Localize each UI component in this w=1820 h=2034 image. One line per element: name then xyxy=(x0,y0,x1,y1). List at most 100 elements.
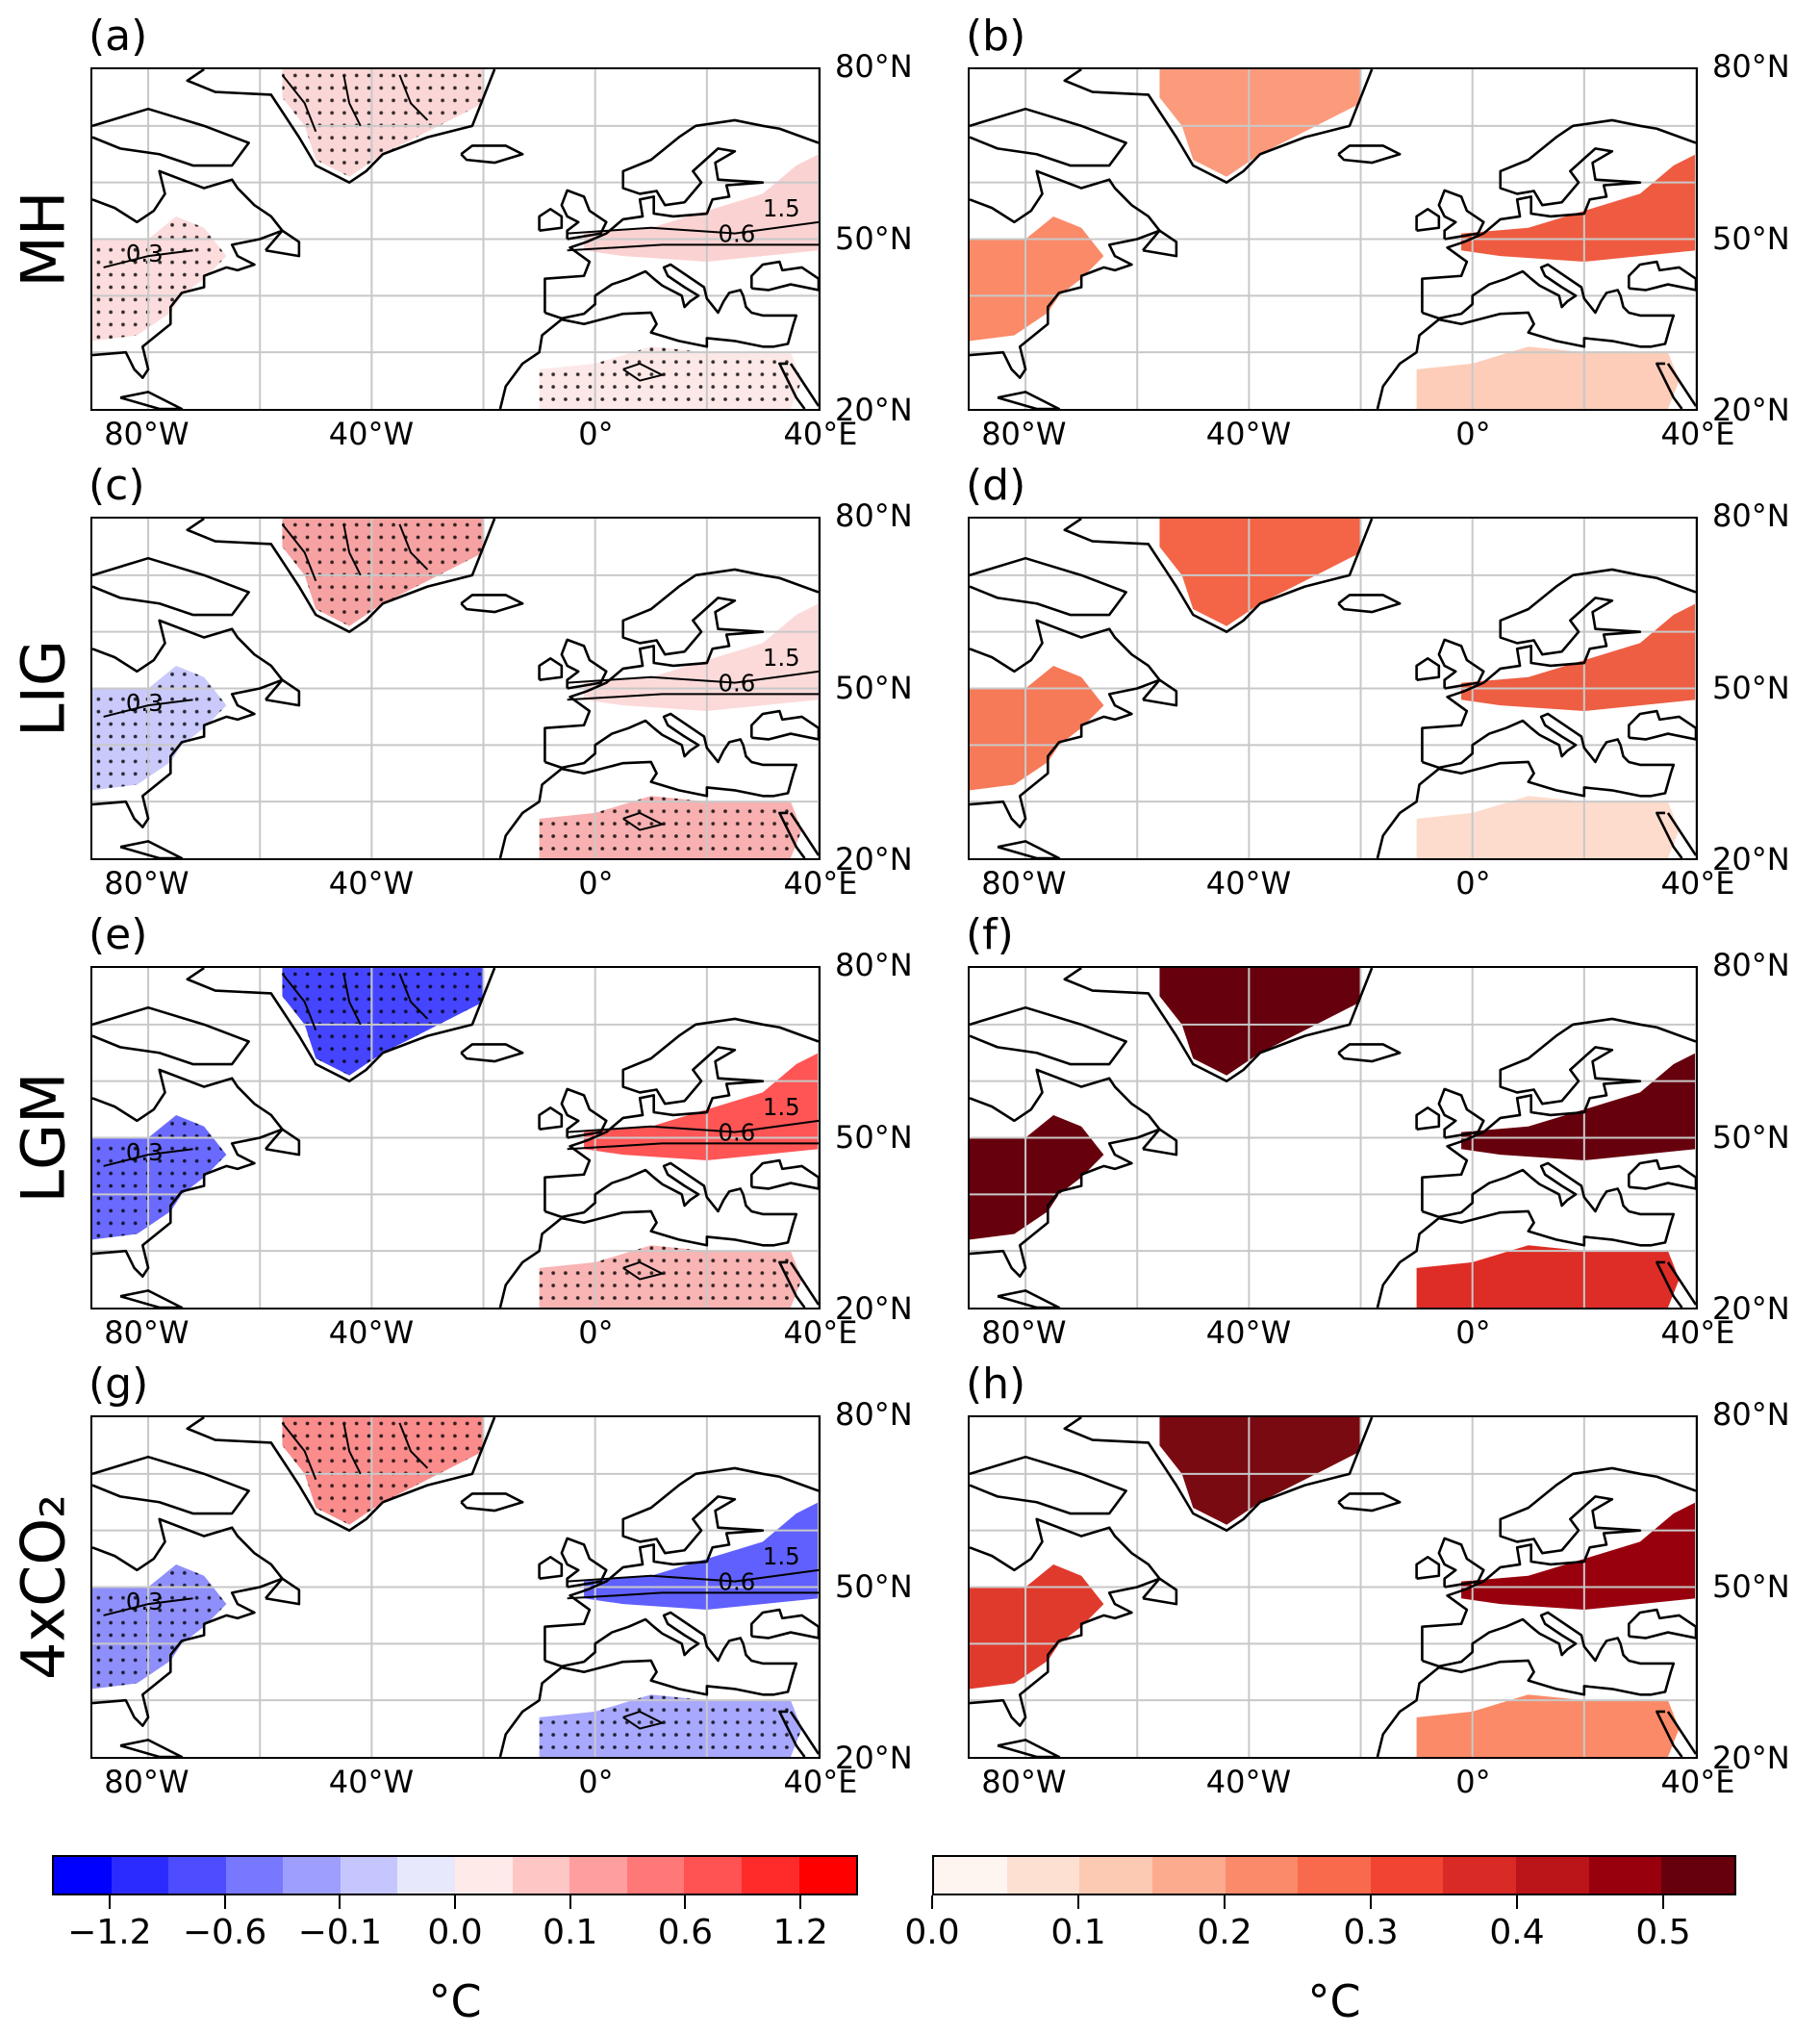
coastline xyxy=(1417,1557,1439,1578)
lon-tick-label: 40°W xyxy=(328,1314,415,1351)
coastline xyxy=(1656,1262,1681,1308)
coastline xyxy=(120,1740,182,1757)
colorbar-tick xyxy=(1516,1895,1518,1909)
coastline xyxy=(562,640,606,689)
coastline xyxy=(751,1610,819,1638)
colorbar-bin xyxy=(934,1857,1007,1894)
colorbar-bin xyxy=(798,1857,857,1894)
contour-line xyxy=(399,1423,427,1468)
map-panel xyxy=(968,1415,1698,1759)
colorbar-tick-label: −1.2 xyxy=(67,1913,152,1952)
coastline xyxy=(998,1740,1059,1757)
coastline xyxy=(461,1493,522,1511)
contour-line xyxy=(568,222,819,234)
coastline xyxy=(540,1557,562,1578)
panel-tag: (c) xyxy=(88,461,145,510)
coastline xyxy=(540,209,562,230)
anomaly-region-europe xyxy=(584,1053,819,1161)
row-label: LIG xyxy=(8,640,79,737)
row-label: 4xCO₂ xyxy=(8,1493,79,1681)
coastline xyxy=(970,621,1159,827)
significance-stipple xyxy=(92,1564,227,1690)
colorbar-bin xyxy=(1151,1857,1226,1894)
coastline xyxy=(562,1089,606,1138)
colorbar-bin xyxy=(168,1857,226,1894)
coastline xyxy=(1656,364,1681,409)
coastline xyxy=(1065,69,1372,183)
colorbar-bin xyxy=(225,1857,284,1894)
contour-line xyxy=(343,75,360,126)
anomaly-region-neam xyxy=(970,1114,1104,1240)
colorbar-unit: °C xyxy=(428,1975,482,2027)
coastline xyxy=(791,1712,819,1754)
lat-tick-label: 20°N xyxy=(835,1740,913,1776)
contour-line xyxy=(623,1712,663,1729)
coastline xyxy=(1378,1163,1674,1308)
significance-stipple xyxy=(282,519,484,626)
coastline xyxy=(1338,1044,1400,1061)
coastline xyxy=(751,262,819,290)
coastline xyxy=(1143,231,1176,256)
lat-tick-label: 80°N xyxy=(1712,48,1790,85)
anomaly-region-neam xyxy=(970,1564,1104,1690)
lat-tick-label: 50°N xyxy=(1712,219,1790,257)
coastline xyxy=(461,145,522,163)
coastline xyxy=(1065,968,1372,1081)
map-svg xyxy=(970,968,1696,1308)
colorbar-tick xyxy=(339,1895,341,1909)
lon-tick-label: 40°W xyxy=(328,1764,415,1800)
contour-line xyxy=(343,1423,360,1474)
map-svg xyxy=(970,519,1696,858)
lon-tick-label: 80°W xyxy=(981,1764,1067,1800)
coastline xyxy=(1629,1610,1696,1638)
coastline xyxy=(544,1468,819,1661)
colorbar-bin xyxy=(569,1857,627,1894)
coastline xyxy=(500,1613,796,1757)
coastline xyxy=(461,595,522,612)
coastline xyxy=(970,1070,1159,1277)
colorbar-bin xyxy=(397,1857,456,1894)
coastline xyxy=(540,658,562,679)
coastline xyxy=(1629,711,1696,739)
lon-tick-label: 80°W xyxy=(104,416,190,452)
contour-line xyxy=(623,364,663,381)
coastline xyxy=(998,392,1059,409)
colorbar-bin xyxy=(54,1857,112,1894)
map-panel xyxy=(968,517,1698,860)
colorbar-right xyxy=(932,1855,1736,1895)
lat-tick-label: 80°N xyxy=(1712,1396,1790,1433)
coastline xyxy=(265,1130,299,1155)
colorbar-bin xyxy=(455,1857,513,1894)
coastline xyxy=(970,1457,1126,1513)
lon-tick-label: 80°W xyxy=(981,416,1067,452)
coastline xyxy=(1143,680,1176,705)
coastline xyxy=(562,1538,606,1588)
contour-line xyxy=(568,1121,819,1132)
contour-line xyxy=(399,524,427,570)
lat-tick-label: 50°N xyxy=(1712,1567,1790,1605)
lat-tick-label: 80°N xyxy=(835,48,913,85)
lon-tick-label: 40°E xyxy=(1660,1764,1735,1800)
coastline xyxy=(1378,265,1674,409)
lon-tick-label: 40°W xyxy=(1205,1314,1292,1351)
coastline xyxy=(1439,191,1483,240)
lon-tick-label: 0° xyxy=(1455,1764,1491,1800)
lat-tick-label: 50°N xyxy=(1712,1118,1790,1156)
significance-stipple xyxy=(282,1417,484,1525)
coastline xyxy=(970,558,1126,615)
coastline xyxy=(1422,1019,1696,1211)
coastline xyxy=(265,231,299,256)
map-panel xyxy=(968,67,1698,411)
lon-tick-label: 40°E xyxy=(1660,1314,1735,1351)
colorbar-tick xyxy=(1370,1895,1372,1909)
contour-line xyxy=(282,524,316,581)
significance-stipple xyxy=(92,1114,227,1240)
lat-tick-label: 50°N xyxy=(835,219,913,257)
colorbar-bin xyxy=(684,1857,742,1894)
contour-label: 0.3 xyxy=(126,1138,164,1166)
significance-stipple xyxy=(539,1245,802,1308)
panel-tag: (e) xyxy=(88,910,148,959)
contour-line xyxy=(104,250,193,267)
lon-tick-label: 80°W xyxy=(981,1314,1067,1351)
colorbar-bin xyxy=(626,1857,685,1894)
